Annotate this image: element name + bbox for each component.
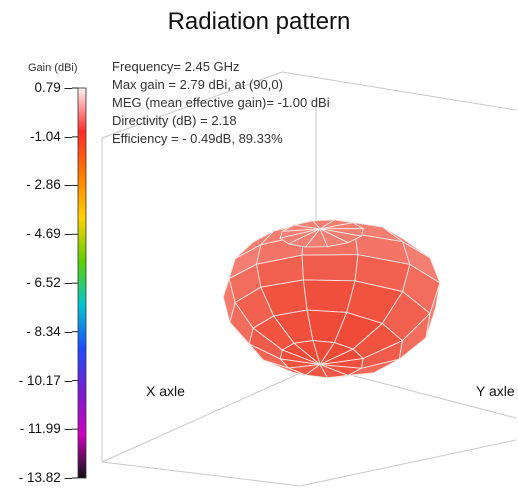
- pattern-facet: [304, 227, 329, 248]
- pattern-facet: [229, 321, 264, 361]
- pattern-facet: [382, 226, 431, 259]
- directivity-annotation: Directivity (dB) = 2.18: [112, 113, 237, 128]
- colorbar-tick-label: 0.79 –: [34, 80, 72, 95]
- colorbar: [77, 87, 87, 479]
- meg-annotation: MEG (mean effective gain)= -1.00 dBi: [112, 95, 330, 110]
- pattern-facet: [304, 363, 329, 379]
- pattern-facet: [302, 279, 356, 313]
- pattern-facet: [301, 254, 359, 282]
- box-edge: [101, 71, 283, 139]
- colorbar-tick-label: - 2.86 –: [26, 177, 72, 193]
- chart-title: Radiation pattern: [167, 8, 351, 35]
- colorbar-tick-label: - 11.99 –: [19, 421, 72, 437]
- max-gain-annotation: Max gain = 2.79 dBi, at (90,0): [112, 77, 283, 92]
- colorbar-title: Gain (dBi): [28, 62, 78, 74]
- y-axis-label: Y axle: [476, 383, 515, 399]
- efficiency-annotation: Efficiency = - 0.49dB, 89.33%: [112, 131, 283, 146]
- colorbar-tick-label: -1.04 –: [29, 128, 72, 144]
- pattern-facet: [234, 230, 274, 260]
- box-edge: [101, 365, 317, 463]
- colorbar-tick-label: - 10.17 –: [18, 372, 72, 388]
- pattern-facet: [327, 372, 374, 379]
- radiation-pattern-mesh: [222, 219, 441, 379]
- pattern-facet: [262, 359, 306, 376]
- colorbar-ticks: [72, 87, 78, 479]
- pattern-facet: [222, 258, 236, 298]
- colorbar-tick-label: - 13.82 –: [18, 470, 72, 485]
- colorbar-tick-label: - 4.69 –: [26, 226, 72, 242]
- box-edge: [299, 439, 517, 487]
- pattern-facet: [425, 282, 441, 338]
- colorbar-tick-label: - 8.34 –: [26, 323, 72, 339]
- frequency-annotation: Frequency= 2.45 GHz: [112, 59, 240, 74]
- box-edge: [281, 71, 517, 111]
- pattern-info: Frequency= 2.45 GHz Max gain = 2.79 dBi,…: [112, 58, 330, 148]
- x-axis-label: X axle: [146, 383, 185, 399]
- colorbar-tick-label: - 6.52 –: [26, 275, 72, 291]
- box-edge: [101, 461, 301, 487]
